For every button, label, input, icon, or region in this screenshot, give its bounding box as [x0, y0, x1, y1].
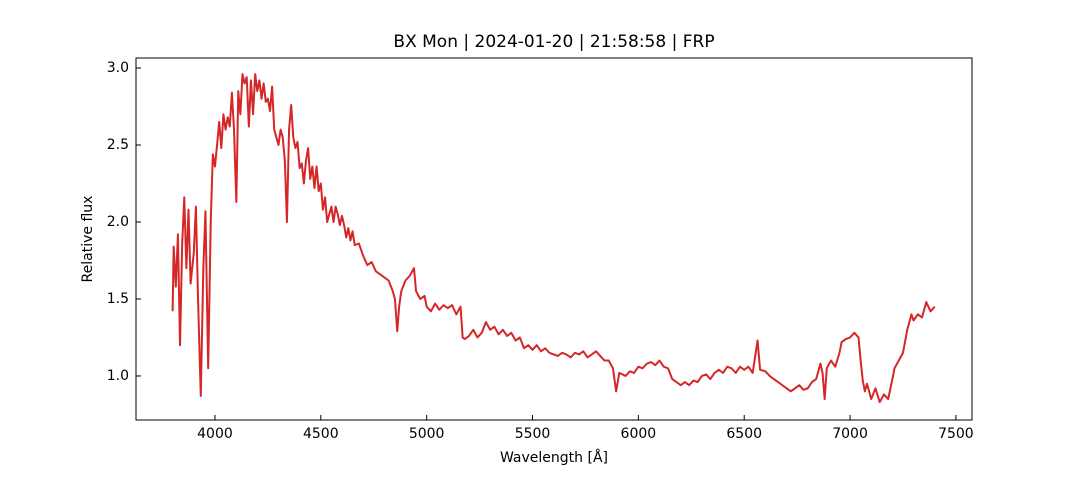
y-tick-label: 3.0 [107, 60, 129, 76]
x-tick-label: 7000 [832, 426, 868, 442]
y-tick-label: 2.5 [107, 137, 129, 153]
x-axis-label: Wavelength [Å] [500, 449, 608, 466]
x-tick-label: 5000 [409, 426, 445, 442]
spectrum-line [171, 73, 936, 404]
x-tick-label: 6000 [621, 426, 657, 442]
y-axis-label: Relative flux [80, 196, 96, 283]
y-tick-label: 2.0 [107, 214, 129, 230]
x-tick-label: 6500 [726, 426, 762, 442]
x-tick-label: 4500 [303, 426, 339, 442]
x-tick-label: 5500 [515, 426, 551, 442]
plot-frame [135, 57, 973, 421]
x-tick-label: 7500 [938, 426, 974, 442]
chart-title: BX Mon | 2024-01-20 | 21:58:58 | FRP [393, 32, 714, 52]
y-tick-label: 1.5 [107, 291, 129, 307]
y-tick-label: 1.0 [107, 368, 129, 384]
x-tick-label: 4000 [197, 426, 233, 442]
